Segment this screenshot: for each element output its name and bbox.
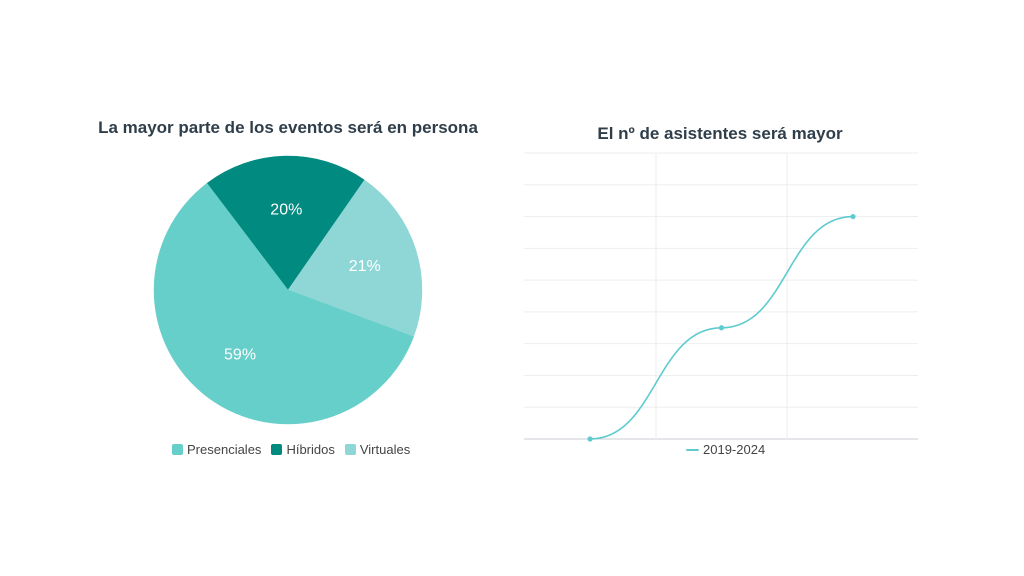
legend-swatch [271,444,283,455]
pie-chart: 20% 21% 59% [153,155,423,425]
pie-slice-hibridos[interactable] [206,155,365,291]
legend-swatch [344,444,356,455]
line-chart-title: El nº de asistentes será mayor [597,124,843,143]
legend-line-swatch [686,448,699,451]
legend-item-series[interactable]: 2019-2024 [686,442,765,457]
data-point[interactable] [587,436,593,442]
pie-slice-presenciales[interactable] [153,182,414,425]
legend-label: Híbridos [286,442,335,457]
pie-chart-title: La mayor parte de los eventos será en pe… [98,118,478,137]
legend-label: 2019-2024 [703,442,766,457]
legend-item-presenciales[interactable]: Presenciales [172,442,261,457]
data-point[interactable] [718,325,725,331]
legend-label: Virtuales [359,442,411,457]
data-point[interactable] [850,213,856,220]
line-chart [524,152,918,442]
pie-label-presenciales: 59% [224,347,256,364]
pie-slice-virtuales[interactable] [287,179,423,338]
legend-label: Presenciales [187,442,262,457]
line-legend: 2019-2024 [686,442,765,457]
legend-item-virtuales[interactable]: Virtuales [344,442,411,457]
legend-swatch [172,444,183,455]
pie-legend: Presenciales Híbridos Virtuales [172,442,410,457]
pie-label-virtuales: 21% [349,258,381,275]
pie-label-hibridos: 20% [270,202,302,219]
legend-item-hibridos[interactable]: Híbridos [271,442,335,457]
